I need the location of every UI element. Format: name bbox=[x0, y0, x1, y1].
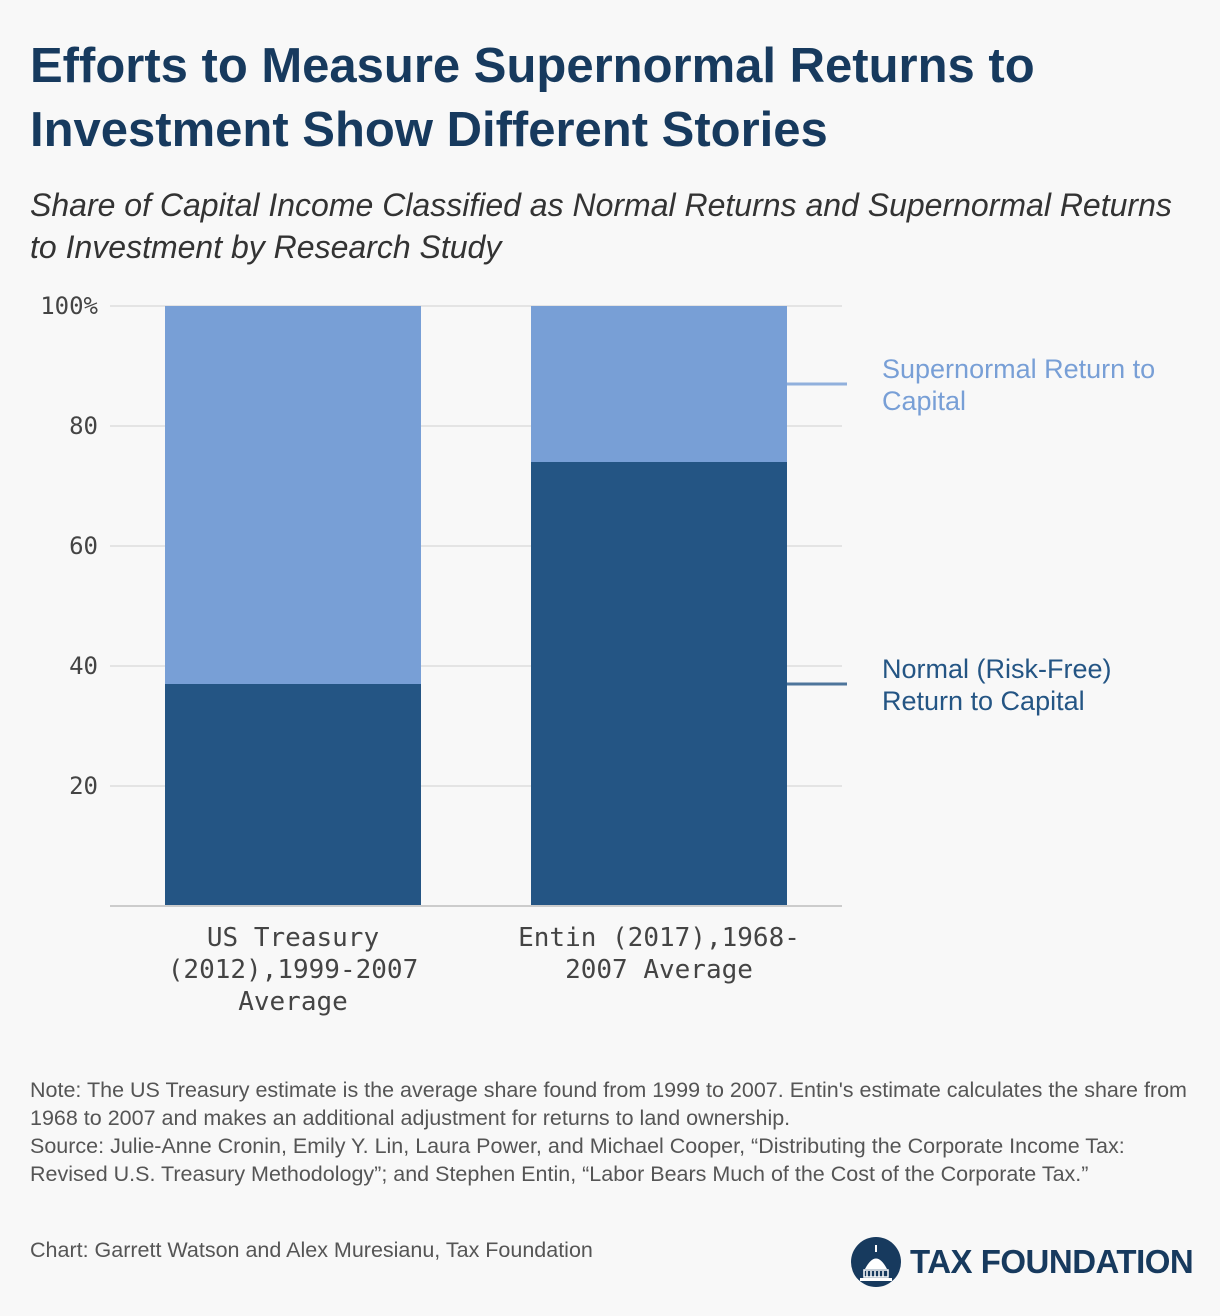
y-tick-label: 60 bbox=[69, 532, 98, 560]
series-label: Supernormal Return to bbox=[882, 354, 1155, 384]
footer-notes: Note: The US Treasury estimate is the av… bbox=[30, 1076, 1195, 1188]
bar-segment bbox=[531, 306, 787, 462]
capitol-dome-icon bbox=[851, 1237, 901, 1287]
chart-subtitle: Share of Capital Income Classified as No… bbox=[30, 187, 1172, 265]
bars bbox=[165, 306, 787, 906]
y-tick-label: 100% bbox=[40, 292, 98, 320]
bar-segment bbox=[165, 306, 421, 684]
axes: 20 40 60 80 100% US Treasury(2012),1999-2007A… bbox=[40, 292, 842, 1017]
credit-text: Chart: Garrett Watson and Alex Muresianu… bbox=[30, 1238, 593, 1262]
x-category-label: (2012),1999-2007 bbox=[168, 955, 418, 985]
x-category-label: US Treasury bbox=[207, 923, 379, 953]
stacked-bar-chart: 20 40 60 80 100% US Treasury(2012),1999-2007A… bbox=[40, 292, 1155, 1017]
source-text: Source: Julie-Anne Cronin, Emily Y. Lin,… bbox=[30, 1134, 1125, 1186]
logo-text: TAX FOUNDATION bbox=[910, 1243, 1194, 1280]
y-tick-label: 40 bbox=[69, 652, 98, 680]
bar-segment bbox=[165, 684, 421, 906]
y-tick-label: 80 bbox=[69, 412, 98, 440]
note-text: Note: The US Treasury estimate is the av… bbox=[30, 1078, 1187, 1130]
x-category-label: 2007 Average bbox=[565, 955, 753, 985]
chart-title: Efforts to Measure Supernormal Returns t… bbox=[30, 39, 1035, 157]
tax-foundation-logo: TAX FOUNDATION bbox=[850, 1236, 1194, 1288]
y-tick-label: 20 bbox=[69, 772, 98, 800]
series-label: Capital bbox=[882, 386, 966, 416]
bar-segment bbox=[531, 462, 787, 906]
series-label: Normal (Risk-Free) bbox=[882, 654, 1112, 684]
x-category-label: Average bbox=[238, 987, 348, 1017]
x-category-label: Entin (2017),1968- bbox=[518, 923, 800, 953]
series-label: Return to Capital bbox=[882, 686, 1085, 716]
series-labels: Normal (Risk-Free)Return to Capital Super… bbox=[787, 354, 1155, 716]
